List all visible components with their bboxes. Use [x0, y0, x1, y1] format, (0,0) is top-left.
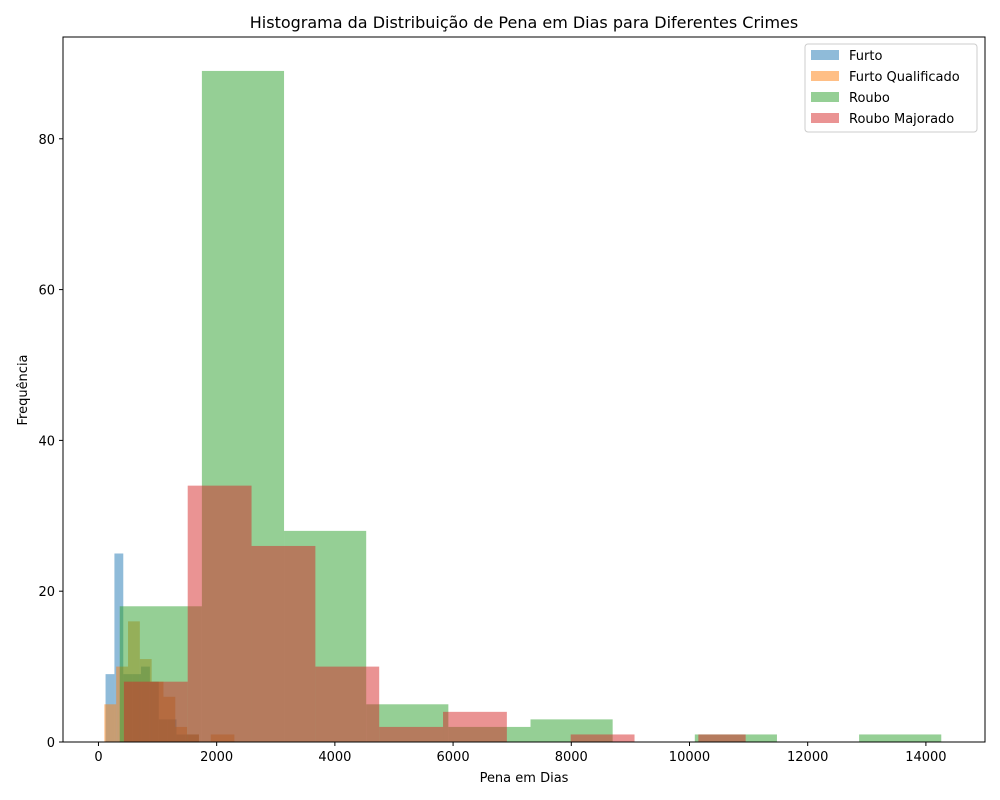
- y-tick-label: 20: [38, 585, 55, 600]
- legend-swatch-roubo-majorado: [811, 113, 839, 123]
- legend-label-roubo-majorado: Roubo Majorado: [849, 112, 954, 127]
- legend-label-roubo: Roubo: [849, 91, 890, 106]
- bar-furto-1: [114, 553, 124, 742]
- y-axis-ticks: 0 20 40 60 80: [38, 133, 63, 751]
- x-tick-label: 14000: [905, 750, 946, 765]
- y-tick-label: 60: [38, 284, 55, 299]
- x-tick-label: 8000: [555, 750, 588, 765]
- bar-roubo-9: [859, 734, 942, 742]
- bar-furto-qualificado-0: [104, 704, 117, 742]
- x-tick-label: 10000: [669, 750, 710, 765]
- x-tick-label: 12000: [787, 750, 828, 765]
- plot-frame: [62, 36, 986, 743]
- x-tick-label: 2000: [200, 750, 233, 765]
- y-axis-label: Frequência: [16, 354, 31, 425]
- bar-roubo-majorado-3: [315, 666, 380, 742]
- bar-roubo-majorado-2: [251, 545, 316, 742]
- legend-label-furto-qualificado: Furto Qualificado: [849, 70, 960, 85]
- bar-roubo-majorado-4: [379, 726, 444, 742]
- bar-roubo-majorado-1: [187, 485, 252, 742]
- x-tick-label: 6000: [437, 750, 470, 765]
- y-tick-label: 40: [38, 434, 55, 449]
- chart-title: Histograma da Distribuição de Pena em Di…: [250, 13, 798, 32]
- x-tick-label: 4000: [318, 750, 351, 765]
- bar-roubo-majorado-0: [123, 681, 188, 742]
- bar-roubo-majorado-9: [698, 734, 746, 742]
- y-tick-label: 80: [38, 133, 55, 148]
- y-tick-label: 0: [47, 736, 55, 751]
- x-axis-label: Pena em Dias: [480, 771, 569, 786]
- bar-roubo-majorado-5: [443, 711, 507, 742]
- legend-swatch-roubo: [811, 92, 839, 102]
- legend-box: [804, 43, 978, 133]
- x-axis-ticks: 0 2000 4000 6000 8000 10000 12000 14000: [94, 742, 947, 765]
- legend-swatch-furto: [811, 50, 839, 60]
- x-tick-label: 0: [94, 750, 102, 765]
- bar-roubo-majorado-7: [570, 734, 635, 742]
- legend: Furto Furto Qualificado Roubo Roubo Majorad…: [804, 43, 978, 133]
- histogram-bars: [104, 70, 942, 742]
- legend-swatch-furto-qualificado: [811, 71, 839, 81]
- legend-label-furto: Furto: [849, 49, 882, 64]
